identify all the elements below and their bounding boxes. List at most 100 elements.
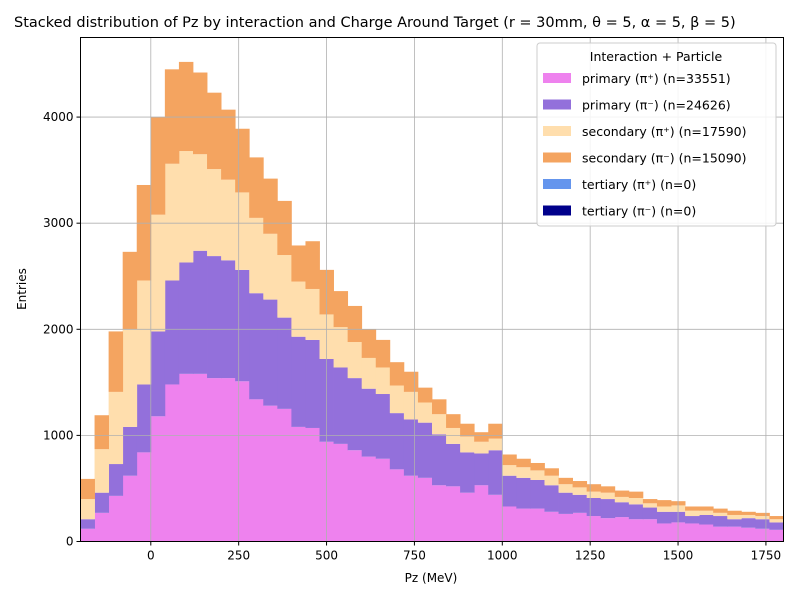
bar-segment-series-1 bbox=[600, 499, 616, 519]
bar-segment-series-2 bbox=[94, 449, 110, 493]
bar-segment-series-1 bbox=[80, 519, 95, 529]
legend-title: Interaction + Particle bbox=[590, 49, 723, 64]
bar-segment-series-1 bbox=[94, 492, 110, 513]
bar-segment-series-0 bbox=[460, 492, 475, 542]
bar-segment-series-2 bbox=[769, 519, 784, 523]
bar-segment-series-0 bbox=[108, 495, 124, 542]
bar-segment-series-3 bbox=[122, 251, 138, 330]
bar-segment-series-2 bbox=[699, 510, 714, 515]
bar-segment-series-2 bbox=[389, 385, 405, 414]
bar-segment-series-0 bbox=[249, 399, 264, 542]
bar-segment-series-0 bbox=[403, 475, 419, 542]
bar-segment-series-3 bbox=[389, 362, 405, 386]
bar-segment-series-1 bbox=[305, 339, 320, 428]
bar-segment-series-2 bbox=[192, 154, 208, 251]
bar-segment-series-0 bbox=[207, 378, 222, 542]
bar-segment-series-3 bbox=[164, 69, 180, 164]
bar-segment-series-1 bbox=[755, 519, 770, 529]
bar-segment-series-3 bbox=[530, 462, 545, 471]
tick-layer: 0 250 500 750 1000 1250 1500 1750 0 1000 2000 3000 4… bbox=[43, 110, 781, 562]
bar-segment-series-2 bbox=[347, 342, 363, 379]
bar-segment-series-0 bbox=[755, 528, 770, 542]
bar-segment-series-3 bbox=[263, 178, 278, 234]
y-tick-label: 1000 bbox=[43, 428, 74, 442]
bar-segment-series-2 bbox=[235, 192, 250, 270]
bar-segment-series-3 bbox=[249, 157, 264, 218]
bar-segment-series-3 bbox=[235, 128, 250, 193]
bar-segment-series-2 bbox=[544, 475, 559, 486]
x-tick-label: 1750 bbox=[751, 549, 782, 563]
bar-segment-series-2 bbox=[446, 427, 461, 444]
bar-segment-series-0 bbox=[656, 523, 672, 542]
bar-segment-series-2 bbox=[249, 217, 264, 294]
bar-segment-series-1 bbox=[558, 492, 573, 514]
bar-segment-series-3 bbox=[628, 491, 644, 498]
bar-segment-series-2 bbox=[558, 484, 573, 493]
bar-segment-series-1 bbox=[150, 331, 166, 417]
bar-segment-series-3 bbox=[727, 510, 742, 515]
bar-segment-series-2 bbox=[741, 514, 756, 519]
bar-segment-series-3 bbox=[516, 458, 531, 468]
legend-entry-label: tertiary (π⁺) (n=0) bbox=[582, 177, 696, 192]
bar-segment-series-0 bbox=[417, 477, 433, 542]
legend-swatch bbox=[543, 152, 571, 163]
bar-segment-series-2 bbox=[460, 436, 475, 453]
bar-segment-series-3 bbox=[108, 331, 124, 392]
bar-segment-series-0 bbox=[544, 511, 559, 542]
bar-segment-series-1 bbox=[221, 260, 236, 379]
y-axis-label: Entries bbox=[15, 268, 29, 310]
bar-segment-series-1 bbox=[446, 443, 461, 487]
bar-segment-series-3 bbox=[769, 516, 784, 520]
bar-segment-series-3 bbox=[755, 512, 770, 517]
bar-segment-series-3 bbox=[192, 72, 208, 155]
bar-segment-series-1 bbox=[544, 485, 559, 512]
bar-segment-series-1 bbox=[249, 293, 264, 400]
y-tick-label: 0 bbox=[66, 535, 74, 549]
bar-segment-series-3 bbox=[207, 92, 222, 170]
bar-segment-series-3 bbox=[713, 508, 728, 513]
bar-segment-series-0 bbox=[741, 527, 756, 542]
legend-swatch bbox=[543, 73, 571, 83]
bar-segment-series-2 bbox=[277, 255, 292, 318]
bar-segment-series-2 bbox=[263, 233, 278, 300]
bar-segment-series-2 bbox=[361, 357, 377, 389]
bar-segment-series-0 bbox=[347, 450, 363, 542]
bar-segment-series-0 bbox=[192, 373, 208, 542]
bar-segment-series-0 bbox=[727, 526, 742, 542]
bar-segment-series-0 bbox=[361, 456, 377, 542]
bar-segment-series-0 bbox=[305, 427, 320, 542]
bar-segment-series-3 bbox=[432, 399, 447, 415]
bar-segment-series-1 bbox=[432, 434, 447, 486]
bar-segment-series-3 bbox=[741, 511, 756, 515]
bar-segment-series-2 bbox=[474, 441, 489, 454]
bar-segment-series-3 bbox=[291, 245, 306, 282]
bar-segment-series-1 bbox=[164, 280, 180, 385]
bar-segment-series-0 bbox=[530, 508, 545, 542]
bar-segment-series-2 bbox=[755, 516, 770, 520]
x-tick-label: 250 bbox=[227, 549, 250, 563]
bar-segment-series-2 bbox=[291, 281, 306, 337]
y-tick-label: 4000 bbox=[43, 110, 74, 124]
x-axis-label: Pz (MeV) bbox=[405, 571, 458, 585]
bar-segment-series-3 bbox=[502, 454, 517, 466]
bar-segment-series-2 bbox=[572, 487, 588, 495]
bar-segment-series-1 bbox=[530, 479, 545, 509]
bar-segment-series-2 bbox=[150, 214, 166, 332]
bar-segment-series-1 bbox=[178, 262, 194, 374]
bar-segment-series-2 bbox=[586, 491, 602, 498]
bar-segment-series-3 bbox=[136, 184, 152, 281]
bar-segment-series-1 bbox=[403, 419, 419, 476]
bar-segment-series-1 bbox=[136, 384, 152, 453]
bar-segment-series-0 bbox=[558, 513, 573, 542]
bar-segment-series-1 bbox=[347, 378, 363, 451]
bar-segment-series-3 bbox=[656, 500, 672, 507]
bar-segment-series-3 bbox=[642, 499, 658, 504]
bar-layer bbox=[80, 61, 784, 542]
bar-segment-series-3 bbox=[586, 484, 602, 492]
bar-segment-series-0 bbox=[80, 528, 95, 542]
bar-segment-series-3 bbox=[685, 506, 700, 511]
bar-segment-series-2 bbox=[375, 367, 391, 395]
bar-segment-series-1 bbox=[291, 336, 306, 427]
bar-segment-series-0 bbox=[375, 458, 391, 542]
bar-segment-series-3 bbox=[80, 478, 95, 500]
